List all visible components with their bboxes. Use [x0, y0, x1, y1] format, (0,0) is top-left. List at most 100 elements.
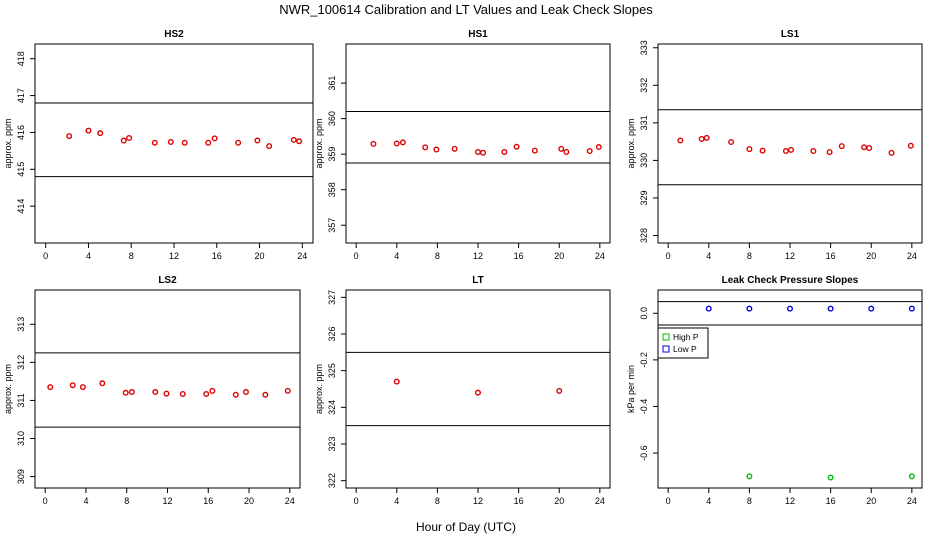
y-tick-label: 324 [327, 400, 337, 415]
y-tick-label: 309 [16, 469, 26, 484]
y-tick-label: 417 [16, 88, 26, 103]
data-point [501, 149, 508, 156]
y-tick-label: -0.4 [639, 399, 649, 415]
plot-frame [657, 43, 923, 244]
figure-title: NWR_100614 Calibration and LT Values and… [279, 2, 653, 17]
x-tick-label: 8 [435, 251, 440, 261]
data-point [782, 148, 789, 155]
low-p-data-point [746, 305, 753, 312]
x-tick-label: 16 [514, 251, 524, 261]
figure-xlabel: Hour of Day (UTC) [416, 520, 516, 534]
high-p-data-point [827, 474, 834, 481]
panel-title: HS2 [164, 29, 184, 40]
data-point [698, 135, 705, 142]
x-tick-label: 24 [595, 496, 605, 506]
data-point [47, 384, 54, 391]
y-tick-label: -0.6 [639, 445, 649, 461]
x-tick-label: 8 [747, 251, 752, 261]
low-p-data-point [908, 305, 915, 312]
low-p-data-point [705, 305, 712, 312]
data-point [209, 387, 216, 394]
y-tick-label: 328 [639, 228, 649, 243]
x-tick-label: 16 [826, 496, 836, 506]
data-point [838, 143, 845, 150]
legend-swatch [662, 333, 670, 341]
data-point [907, 142, 914, 149]
y-tick-label: -0.2 [639, 352, 649, 368]
x-tick-label: 0 [43, 496, 48, 506]
plot-frame [345, 43, 611, 244]
panel-hs2: HS2 approx. ppm 0 4 8 12 16 20 24 414 415 416 417 418 [3, 29, 314, 261]
panel-title: LS2 [158, 275, 177, 286]
data-point [151, 139, 158, 146]
data-point [475, 149, 482, 156]
data-point [728, 138, 735, 145]
legend-label: High P [673, 332, 699, 342]
data-point [181, 139, 188, 146]
y-tick-label: 310 [16, 431, 26, 446]
data-point [152, 389, 159, 396]
x-tick-label: 20 [866, 496, 876, 506]
x-tick-label: 20 [244, 496, 254, 506]
data-point [475, 389, 482, 396]
x-tick-label: 4 [394, 251, 399, 261]
panel-hs1: HS1 approx. ppm 0 4 8 12 16 20 24 357 358 359 360 361 [314, 29, 611, 261]
y-axis-label: approx. ppm [314, 118, 324, 168]
data-point [126, 134, 133, 141]
data-point [262, 391, 269, 398]
y-axis-label: approx. ppm [314, 364, 324, 414]
data-point [167, 139, 174, 146]
data-point [99, 380, 106, 387]
y-axis-label: approx. ppm [3, 118, 13, 168]
x-tick-label: 24 [595, 251, 605, 261]
x-tick-label: 12 [162, 496, 172, 506]
data-point [422, 144, 429, 151]
y-tick-label: 358 [327, 182, 337, 197]
x-tick-label: 16 [826, 251, 836, 261]
data-point [370, 140, 377, 147]
y-tick-label: 312 [16, 355, 26, 370]
y-tick-label: 311 [16, 393, 26, 407]
y-axis-label: approx. ppm [626, 118, 636, 168]
plot-frame [345, 289, 611, 489]
data-point [586, 147, 593, 154]
data-point [759, 147, 766, 154]
x-tick-label: 24 [907, 496, 917, 506]
data-point [861, 144, 868, 151]
y-tick-label: 361 [327, 76, 337, 91]
y-tick-label: 416 [16, 125, 26, 140]
data-point [810, 148, 817, 155]
panel-ls1: LS1 approx. ppm 0 4 8 12 16 20 24 328 329 330 331 332… [626, 29, 923, 261]
x-tick-label: 12 [785, 496, 795, 506]
x-tick-label: 12 [785, 251, 795, 261]
x-tick-label: 4 [706, 251, 711, 261]
legend-box [657, 327, 709, 359]
y-tick-label: 325 [327, 363, 337, 378]
y-tick-label: 323 [327, 436, 337, 451]
data-point [703, 134, 710, 141]
y-tick-label: 330 [639, 153, 649, 168]
x-tick-label: 0 [354, 251, 359, 261]
legend: High P Low P [657, 327, 709, 359]
data-point [558, 145, 565, 152]
x-tick-label: 4 [706, 496, 711, 506]
data-point [97, 130, 104, 137]
data-point [480, 149, 487, 156]
data-point [66, 133, 73, 140]
data-point [746, 146, 753, 153]
x-tick-label: 24 [285, 496, 295, 506]
panel-title: LS1 [781, 29, 800, 40]
data-point [211, 135, 218, 142]
x-tick-label: 16 [212, 251, 222, 261]
data-point [563, 149, 570, 156]
low-p-data-point [787, 305, 794, 312]
y-tick-label: 331 [639, 115, 649, 130]
y-tick-label: 0.0 [639, 307, 649, 320]
panel-ls2: LS2 approx. ppm 0 4 8 12 16 20 24 309 310 311 312 313 [3, 275, 301, 506]
x-tick-label: 12 [473, 496, 483, 506]
data-point [235, 139, 242, 146]
y-tick-label: 327 [327, 290, 337, 305]
x-tick-label: 24 [907, 251, 917, 261]
panel-title: HS1 [468, 29, 488, 40]
